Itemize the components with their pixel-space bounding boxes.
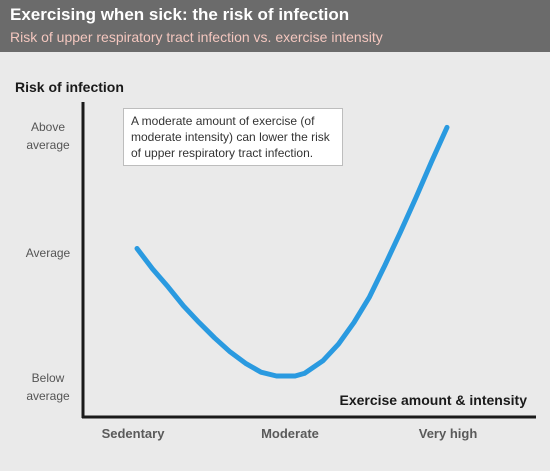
chart-header: Exercising when sick: the risk of infect…	[0, 0, 550, 52]
annotation-box: A moderate amount of exercise (of modera…	[123, 108, 343, 166]
y-tick-label: Below	[32, 371, 65, 385]
x-tick-label: Very high	[419, 426, 478, 441]
chart-title: Exercising when sick: the risk of infect…	[10, 5, 350, 24]
y-tick-labels: Below average Average Above average	[26, 120, 71, 403]
x-axis-title: Exercise amount & intensity	[339, 392, 527, 408]
y-tick-label: average	[26, 389, 70, 403]
x-tick-label: Sedentary	[102, 426, 166, 441]
y-tick-label: Above	[31, 120, 65, 134]
y-tick-label: Average	[26, 246, 71, 260]
chart-subtitle: Risk of upper respiratory tract infectio…	[10, 29, 383, 45]
y-tick-label: average	[26, 138, 70, 152]
x-tick-labels: Sedentary Moderate Very high	[102, 426, 478, 441]
x-tick-label: Moderate	[261, 426, 319, 441]
risk-curve-line	[134, 124, 450, 379]
y-axis-title: Risk of infection	[15, 79, 124, 95]
